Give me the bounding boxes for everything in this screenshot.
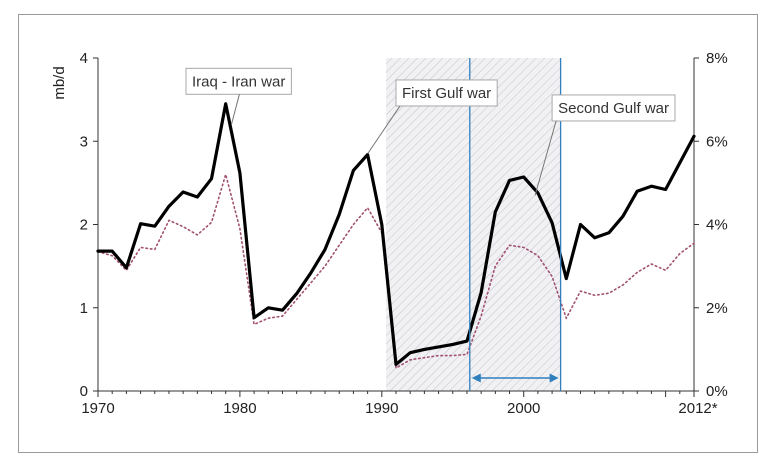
x-tick-label: 2000 — [507, 400, 540, 417]
y-axis-label: mb/d — [51, 66, 68, 99]
y2-tick-label: 2% — [706, 300, 728, 317]
annotation-label: First Gulf war — [402, 85, 491, 102]
y-tick-label: 3 — [80, 133, 88, 150]
y-tick-label: 4 — [80, 50, 88, 67]
shaded-period — [386, 58, 561, 391]
annotation-label: Iraq - Iran war — [192, 73, 285, 90]
annotation-box — [395, 79, 498, 107]
y-tick-label: 2 — [80, 217, 88, 234]
arrow-head-right — [549, 373, 559, 383]
x-tick-label: 1970 — [81, 400, 114, 417]
y2-tick-label: 0% — [706, 383, 728, 400]
series-line-solid — [96, 102, 696, 366]
annotation: First Gulf war — [367, 79, 498, 155]
x-tick-label: 2012* — [678, 400, 717, 417]
annotation-label: Second Gulf war — [558, 100, 669, 117]
annotation: Second Gulf war — [534, 94, 676, 196]
annotation-leader — [367, 105, 401, 155]
series-line-dotted — [97, 173, 695, 369]
x-tick-label: 1990 — [365, 400, 398, 417]
annotation-leader — [230, 94, 240, 125]
y-tick-label: 0 — [80, 383, 88, 400]
y-tick-label: 1 — [80, 300, 88, 317]
arrow-head-left — [471, 373, 481, 383]
annotation-box — [551, 94, 676, 122]
y2-tick-label: 4% — [706, 217, 728, 234]
y2-tick-label: 8% — [706, 50, 728, 67]
annotation-leader — [534, 120, 557, 196]
y2-tick-label: 6% — [706, 133, 728, 150]
annotation-box — [185, 67, 292, 95]
x-tick-label: 1980 — [223, 400, 256, 417]
annotation: Iraq - Iran war — [185, 67, 292, 125]
